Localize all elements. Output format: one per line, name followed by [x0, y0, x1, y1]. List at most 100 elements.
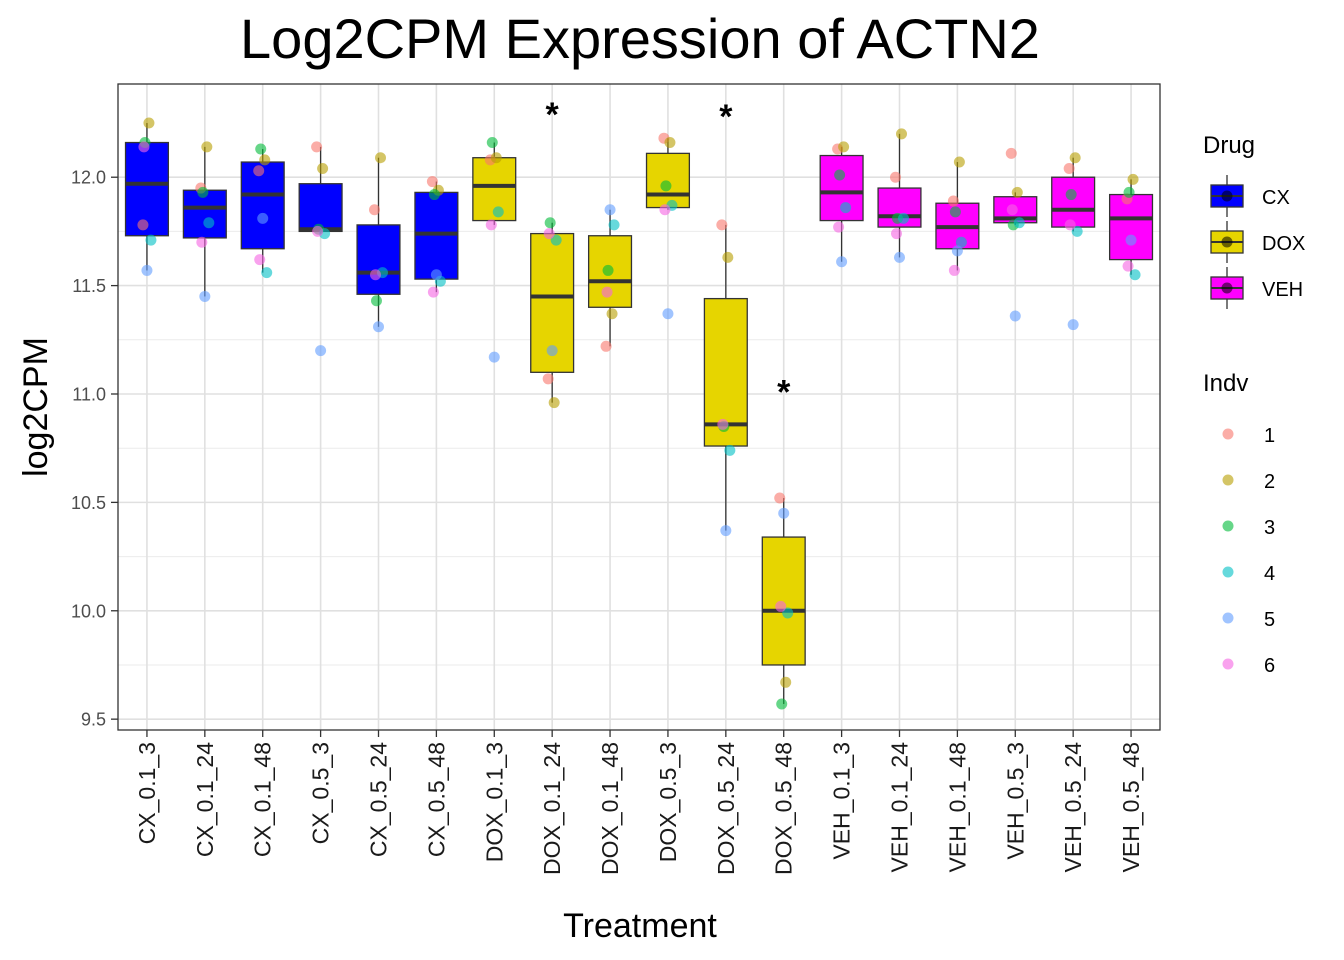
point-indv-2	[1011, 186, 1023, 198]
point-indv-4	[261, 267, 273, 279]
legend-indv-label: 1	[1264, 425, 1275, 447]
point-indv-3	[1123, 186, 1135, 198]
point-indv-4	[955, 236, 967, 248]
legend-indv-key-2: 2	[1222, 471, 1275, 493]
point-indv-2	[490, 152, 502, 164]
legend-indv-label: 4	[1264, 563, 1275, 585]
point-indv-2	[780, 676, 792, 688]
point-indv-3	[834, 169, 846, 181]
point-indv-1	[947, 195, 959, 207]
y-tick-label: 10.5	[71, 493, 106, 513]
y-axis-title: log2CPM	[17, 337, 55, 477]
point-indv-4	[1071, 225, 1083, 237]
point-indv-6	[427, 286, 439, 298]
box-DOX_0.1_48	[587, 209, 633, 347]
point-indv-5	[546, 345, 558, 357]
point-indv-4	[1129, 269, 1141, 281]
x-tick-label: CX_0.1_3	[134, 742, 160, 844]
legend-indv: Indv 1 2 3 4 5 6	[1203, 370, 1275, 677]
x-tick-label: VEH_0.5_24	[1060, 742, 1086, 873]
box-body	[703, 297, 748, 447]
point-indv-5	[662, 308, 674, 320]
legend-indv-label: 3	[1264, 517, 1275, 539]
box-DOX_0.5_48	[761, 498, 806, 704]
point-indv-2	[259, 154, 271, 166]
box-body	[645, 152, 691, 209]
point-indv-5	[1125, 234, 1137, 246]
legend-indv-label: 6	[1264, 655, 1275, 677]
legend-key-point	[1222, 658, 1234, 670]
legend-indv-key-6: 6	[1222, 655, 1275, 677]
point-indv-4	[550, 234, 562, 246]
legend-drug-key-DOX: DOX	[1210, 221, 1305, 263]
point-indv-4	[145, 234, 157, 246]
x-tick-label: DOX_0.1_48	[597, 742, 623, 875]
point-indv-1	[311, 141, 323, 153]
point-indv-6	[543, 228, 555, 240]
legend-drug: Drug CX DOX VEH	[1203, 132, 1305, 309]
point-indv-5	[1009, 310, 1021, 322]
point-indv-6	[138, 141, 150, 153]
legend-indv-label: 5	[1264, 609, 1275, 631]
box-CX_0.5_48	[414, 181, 459, 293]
point-indv-2	[896, 128, 907, 140]
x-axis-title: Treatment	[563, 907, 717, 945]
point-indv-1	[1005, 147, 1017, 159]
point-indv-2	[375, 152, 386, 164]
x-tick-label: CX_0.1_48	[250, 742, 276, 857]
y-tick-label: 11.0	[72, 384, 106, 404]
x-axis: CX_0.1_3 CX_0.1_24 CX_0.1_48 CX_0.5_3 CX_0.5…	[134, 730, 1144, 875]
point-indv-6	[601, 286, 613, 298]
legend-drug-key-CX: CX	[1210, 175, 1290, 217]
panel-border	[117, 83, 1161, 731]
box-DOX_0.5_24	[703, 224, 748, 531]
legend-drug-label: CX	[1262, 187, 1290, 209]
point-indv-4	[898, 212, 909, 224]
x-tick-label: VEH_0.5_3	[1002, 742, 1028, 860]
point-indv-4	[203, 217, 215, 229]
point-indv-3	[544, 217, 556, 229]
box-CX_0.1_3	[124, 123, 170, 271]
point-indv-5	[604, 204, 616, 216]
point-indv-2	[317, 163, 329, 175]
point-indv-6	[1122, 260, 1134, 272]
point-indv-6	[775, 600, 787, 612]
box-body	[298, 183, 343, 233]
annotation-layer: * * *	[546, 96, 792, 411]
legend-key-point	[1222, 428, 1234, 440]
point-indv-1	[890, 171, 901, 183]
point-indv-2	[143, 117, 155, 129]
point-indv-1	[369, 204, 380, 216]
point-indv-6	[833, 221, 845, 233]
point-indv-3	[486, 137, 498, 149]
point-indv-4	[608, 219, 620, 231]
point-indv-2	[664, 137, 676, 149]
point-indv-1	[600, 340, 612, 352]
box-body	[240, 161, 285, 250]
legend-key-point	[1222, 520, 1234, 532]
point-indv-1	[542, 373, 554, 385]
point-indv-5	[894, 251, 905, 263]
y-tick-label: 12.0	[71, 168, 106, 188]
x-tick-label: VEH_0.5_48	[1118, 742, 1144, 872]
y-tick-label: 9.5	[81, 710, 106, 730]
point-indv-4	[840, 202, 852, 214]
point-indv-6	[659, 204, 671, 216]
point-indv-2	[1127, 173, 1139, 185]
significance-star: *	[719, 98, 733, 136]
point-indv-5	[141, 264, 153, 276]
point-indv-1	[1063, 163, 1075, 175]
box-body	[1108, 193, 1154, 261]
point-indv-6	[370, 269, 381, 281]
box-body	[356, 224, 401, 295]
point-indv-3	[371, 295, 382, 307]
x-tick-label: VEH_0.1_24	[887, 742, 913, 873]
box-layer	[124, 123, 1154, 704]
point-indv-6	[1064, 219, 1076, 231]
point-indv-5	[430, 269, 442, 281]
point-indv-4	[724, 444, 736, 456]
point-indv-6	[312, 225, 324, 237]
point-indv-5	[778, 507, 790, 519]
point-indv-1	[774, 492, 786, 504]
